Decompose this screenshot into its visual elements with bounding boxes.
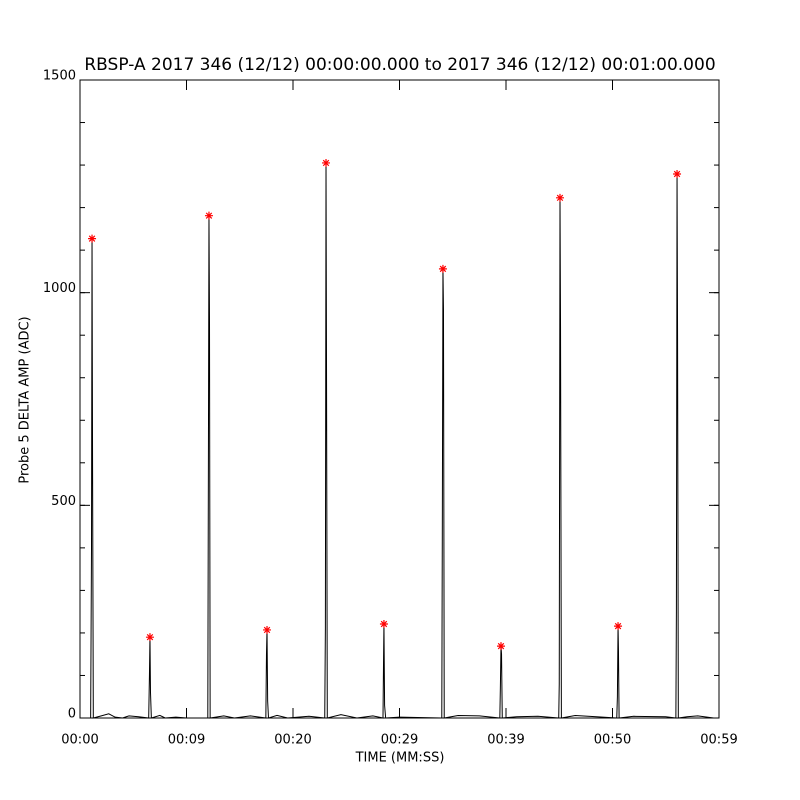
x-tick-label: 00:20 — [274, 733, 311, 748]
peak-marker — [614, 622, 623, 631]
x-tick-label: 00:09 — [168, 733, 205, 748]
x-axis-label: TIME (MM:SS) — [355, 751, 445, 766]
peak-marker — [496, 642, 505, 651]
peak-marker — [322, 158, 331, 167]
chart-title: RBSP-A 2017 346 (12/12) 00:00:00.000 to … — [84, 55, 715, 75]
peak-marker — [263, 625, 272, 634]
peak-marker — [204, 211, 213, 220]
x-tick-label: 00:39 — [487, 733, 524, 748]
x-tick-label: 00:29 — [381, 733, 418, 748]
peak-marker — [438, 264, 447, 273]
y-tick-label: 1500 — [43, 69, 76, 84]
x-tick-label: 00:50 — [594, 733, 631, 748]
y-tick-label: 500 — [51, 494, 76, 509]
plot-frame — [79, 79, 720, 719]
peak-marker — [555, 193, 564, 202]
x-tick-label: 00:59 — [700, 733, 737, 748]
peak-marker — [145, 633, 154, 642]
x-tick-label: 00:00 — [61, 733, 98, 748]
peak-marker — [379, 620, 388, 629]
y-tick-label: 0 — [68, 707, 76, 722]
peak-marker — [673, 169, 682, 178]
y-tick-label: 1000 — [43, 281, 76, 296]
peak-marker — [88, 234, 97, 243]
y-axis-label: Probe 5 DELTA AMP (ADC) — [18, 316, 33, 483]
data-line — [80, 162, 714, 719]
